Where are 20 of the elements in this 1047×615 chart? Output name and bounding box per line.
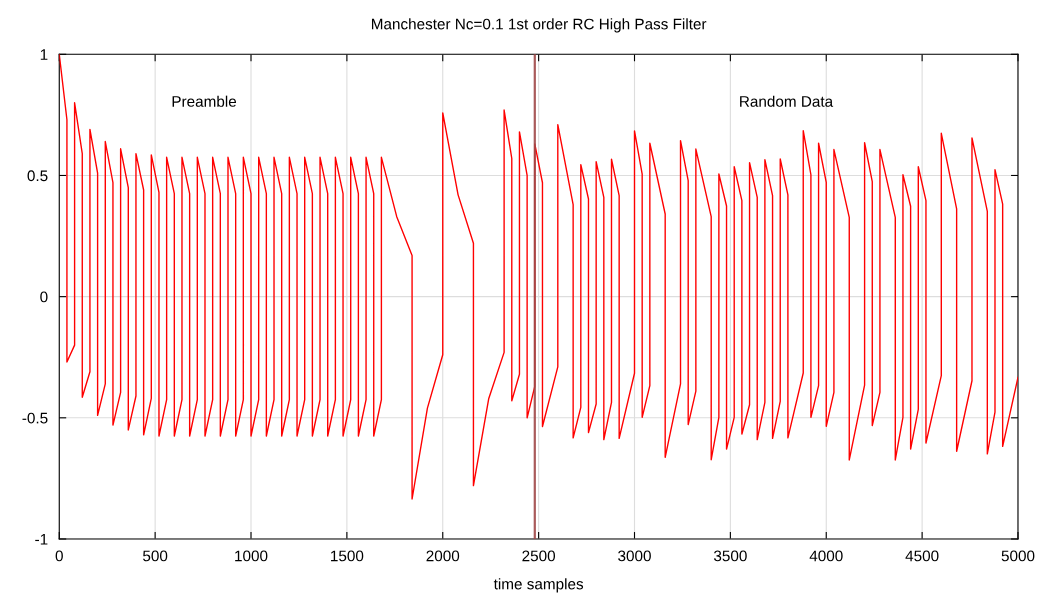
annotation: Preamble [172,95,237,107]
y-tick-label: -0.5 [22,412,48,424]
x-tick-label: 4000 [809,550,843,562]
x-tick-label: 5000 [1001,550,1035,562]
y-tick-label: -1 [35,534,48,545]
chart-title: Manchester Nc=0.1 1st order RC High Pass Filter [371,18,707,33]
y-tick-label: 1 [40,49,48,60]
x-tick-label: 0 [55,550,63,562]
x-tick-label: 3000 [618,550,651,562]
annotation: Random Data [740,95,834,107]
y-tick-label: 0 [40,291,48,303]
y-tick-label: 0.5 [27,170,48,182]
x-tick-label: 1500 [331,550,364,562]
x-tick-label: 4500 [905,550,939,562]
x-tick-label: 2500 [522,550,556,562]
x-tick-label: 500 [143,550,168,562]
x-tick-label: 3500 [713,550,747,562]
x-axis-title: time samples [493,578,584,593]
x-tick-label: 1000 [235,550,268,562]
x-tick-label: 2000 [426,550,460,562]
